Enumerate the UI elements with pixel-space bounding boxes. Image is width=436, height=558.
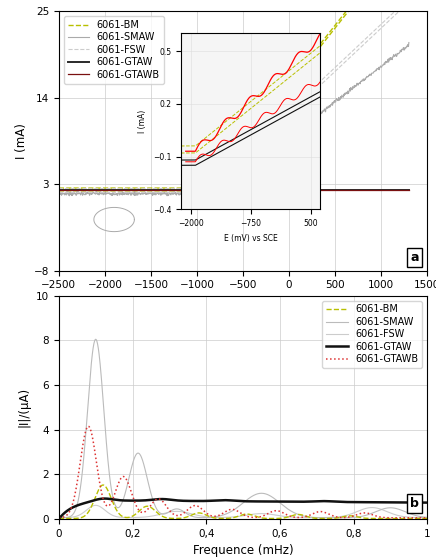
X-axis label: Frequence (mHz): Frequence (mHz): [193, 544, 293, 557]
Y-axis label: |I|/(μA): |I|/(μA): [17, 387, 31, 427]
Text: a: a: [410, 251, 419, 264]
Y-axis label: I (mA): I (mA): [15, 123, 28, 159]
X-axis label: E (mV) vs SCE: E (mV) vs SCE: [201, 296, 285, 309]
X-axis label: E (mV) vs SCE: E (mV) vs SCE: [224, 234, 278, 243]
Legend: 6061-BM, 6061-SMAW, 6061-FSW, 6061-GTAW, 6061-GTAWB: 6061-BM, 6061-SMAW, 6061-FSW, 6061-GTAW,…: [64, 16, 164, 84]
Y-axis label: I (mA): I (mA): [138, 110, 147, 133]
Legend: 6061-BM, 6061-SMAW, 6061-FSW, 6061-GTAW, 6061-GTAWB: 6061-BM, 6061-SMAW, 6061-FSW, 6061-GTAW,…: [322, 301, 422, 368]
Text: b: b: [410, 497, 419, 510]
